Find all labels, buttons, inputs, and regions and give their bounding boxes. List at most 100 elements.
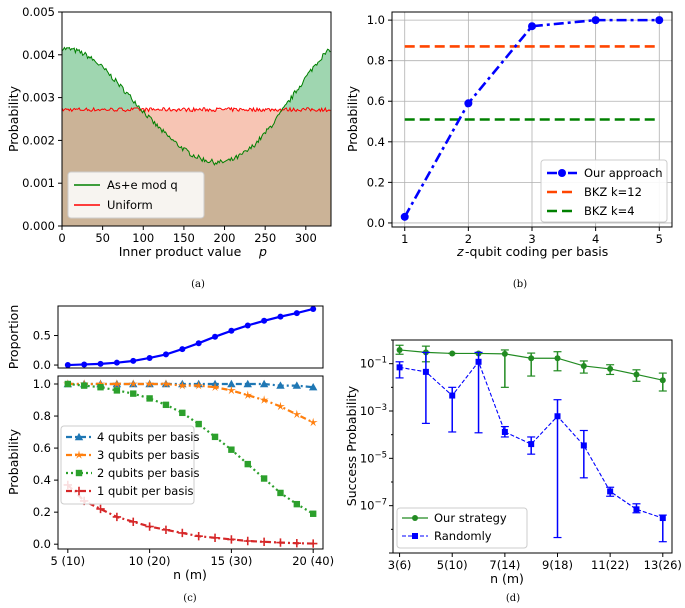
data-point: [580, 442, 587, 449]
data-point: [162, 351, 169, 358]
y-tick-label: 1.0: [367, 13, 385, 27]
x-tick-label: 2: [465, 232, 472, 246]
data-point: [194, 380, 204, 390]
data-point: [259, 537, 269, 546]
data-point: [162, 401, 170, 409]
legend-label: BKZ k=12: [584, 185, 642, 199]
legend-label: 3 qubits per basis: [97, 448, 200, 462]
x-axis-label: Inner product value: [119, 244, 242, 259]
data-point: [177, 380, 187, 390]
data-point: [179, 409, 186, 417]
data-point: [228, 446, 235, 453]
plot-frame-c-top: [57, 305, 324, 369]
data-point: [422, 368, 429, 375]
legend-label: 2 qubits per basis: [97, 466, 200, 480]
y-tick-label: 0.4: [33, 473, 51, 487]
x-tick-label: 13(26): [644, 558, 682, 572]
data-point: [659, 377, 666, 384]
data-point: [260, 475, 268, 482]
data-point: [194, 531, 203, 541]
data-point: [659, 515, 666, 522]
legend-marker: [74, 432, 84, 441]
data-point: [80, 382, 88, 389]
deficit-fill-area: [62, 109, 331, 165]
data-point: [145, 379, 155, 388]
x-tick-label: 100: [132, 231, 154, 245]
y-axis-label: Probability: [345, 85, 360, 152]
data-point: [243, 390, 253, 399]
data-point: [112, 379, 122, 388]
data-point: [501, 428, 508, 435]
data-point: [64, 362, 71, 369]
x-tick-label: 250: [254, 231, 276, 245]
data-point: [212, 333, 219, 340]
data-point: [528, 355, 535, 362]
y-tick-label: 0.4: [367, 135, 385, 149]
x-tick-label: 5: [656, 232, 663, 246]
y-tick-label: 0.0: [367, 216, 385, 230]
data-point: [178, 528, 187, 538]
data-point: [227, 535, 236, 544]
legend-label: Uniform: [107, 198, 153, 212]
legend-box: [60, 425, 195, 505]
x-tick-label: 300: [295, 231, 317, 245]
data-point: [554, 413, 561, 420]
plot-frame-a: [61, 11, 332, 227]
legend-marker: [558, 169, 566, 177]
plot-frame-d: [392, 339, 673, 554]
data-point: [633, 506, 640, 513]
data-point: [292, 539, 302, 548]
data-point: [276, 401, 285, 411]
data-point: [261, 317, 268, 324]
y-tick-label: 0.8: [33, 409, 51, 423]
x-tick-label: 20 (40): [292, 554, 334, 568]
data-point: [96, 379, 105, 388]
x-tick-label: 4: [592, 232, 599, 246]
data-point: [259, 379, 269, 388]
data-point: [464, 99, 473, 108]
data-point: [112, 512, 122, 522]
x-axis-label-symbol: z: [456, 244, 464, 259]
data-point: [277, 313, 284, 320]
data-point: [554, 355, 561, 362]
caption-d: (d): [506, 593, 520, 604]
data-point: [96, 504, 105, 514]
series-line: [399, 360, 663, 519]
y-tick-label: 0.6: [33, 441, 51, 455]
data-point: [396, 346, 403, 353]
legend-box: [67, 171, 205, 219]
data-point: [195, 340, 202, 347]
x-axis-label: n (m): [173, 567, 207, 582]
panel-b: (b) 1 2 3 4 5 0.0 0.2 0.4 0.6 0.8 1.0 z -qubit codin…: [345, 11, 673, 290]
data-point: [130, 357, 137, 364]
caption-c: (c): [183, 593, 197, 604]
data-point: [293, 310, 300, 317]
y-tick-label: 0.2: [367, 175, 385, 189]
legend-label: Our strategy: [434, 511, 507, 525]
y-tick-label: 0.0: [33, 358, 51, 372]
data-point: [308, 539, 318, 548]
x-axis-label: -qubit coding per basis: [465, 244, 608, 259]
data-point: [195, 420, 202, 428]
data-point: [449, 350, 456, 357]
data-point: [655, 16, 664, 25]
data-point: [308, 417, 318, 427]
legend-label: 1 qubit per basis: [97, 484, 194, 498]
y-tick-label: 10−1: [360, 356, 387, 371]
data-point: [64, 380, 72, 388]
data-point: [276, 538, 285, 547]
y-tick-label: 0.000: [22, 219, 55, 233]
y-tick-label: 0.6: [367, 94, 385, 108]
data-point: [243, 379, 252, 388]
legend-label: BKZ k=4: [584, 204, 635, 218]
y-tick-label: 10−5: [360, 450, 387, 465]
data-point: [97, 360, 104, 367]
series-line: [67, 382, 314, 389]
data-point: [146, 354, 153, 361]
data-point: [211, 433, 219, 441]
data-point: [226, 385, 236, 395]
x-tick-label: 11(22): [591, 558, 629, 572]
x-tick-label: 9(18): [542, 558, 573, 572]
x-tick-label: 10 (20): [129, 554, 171, 568]
